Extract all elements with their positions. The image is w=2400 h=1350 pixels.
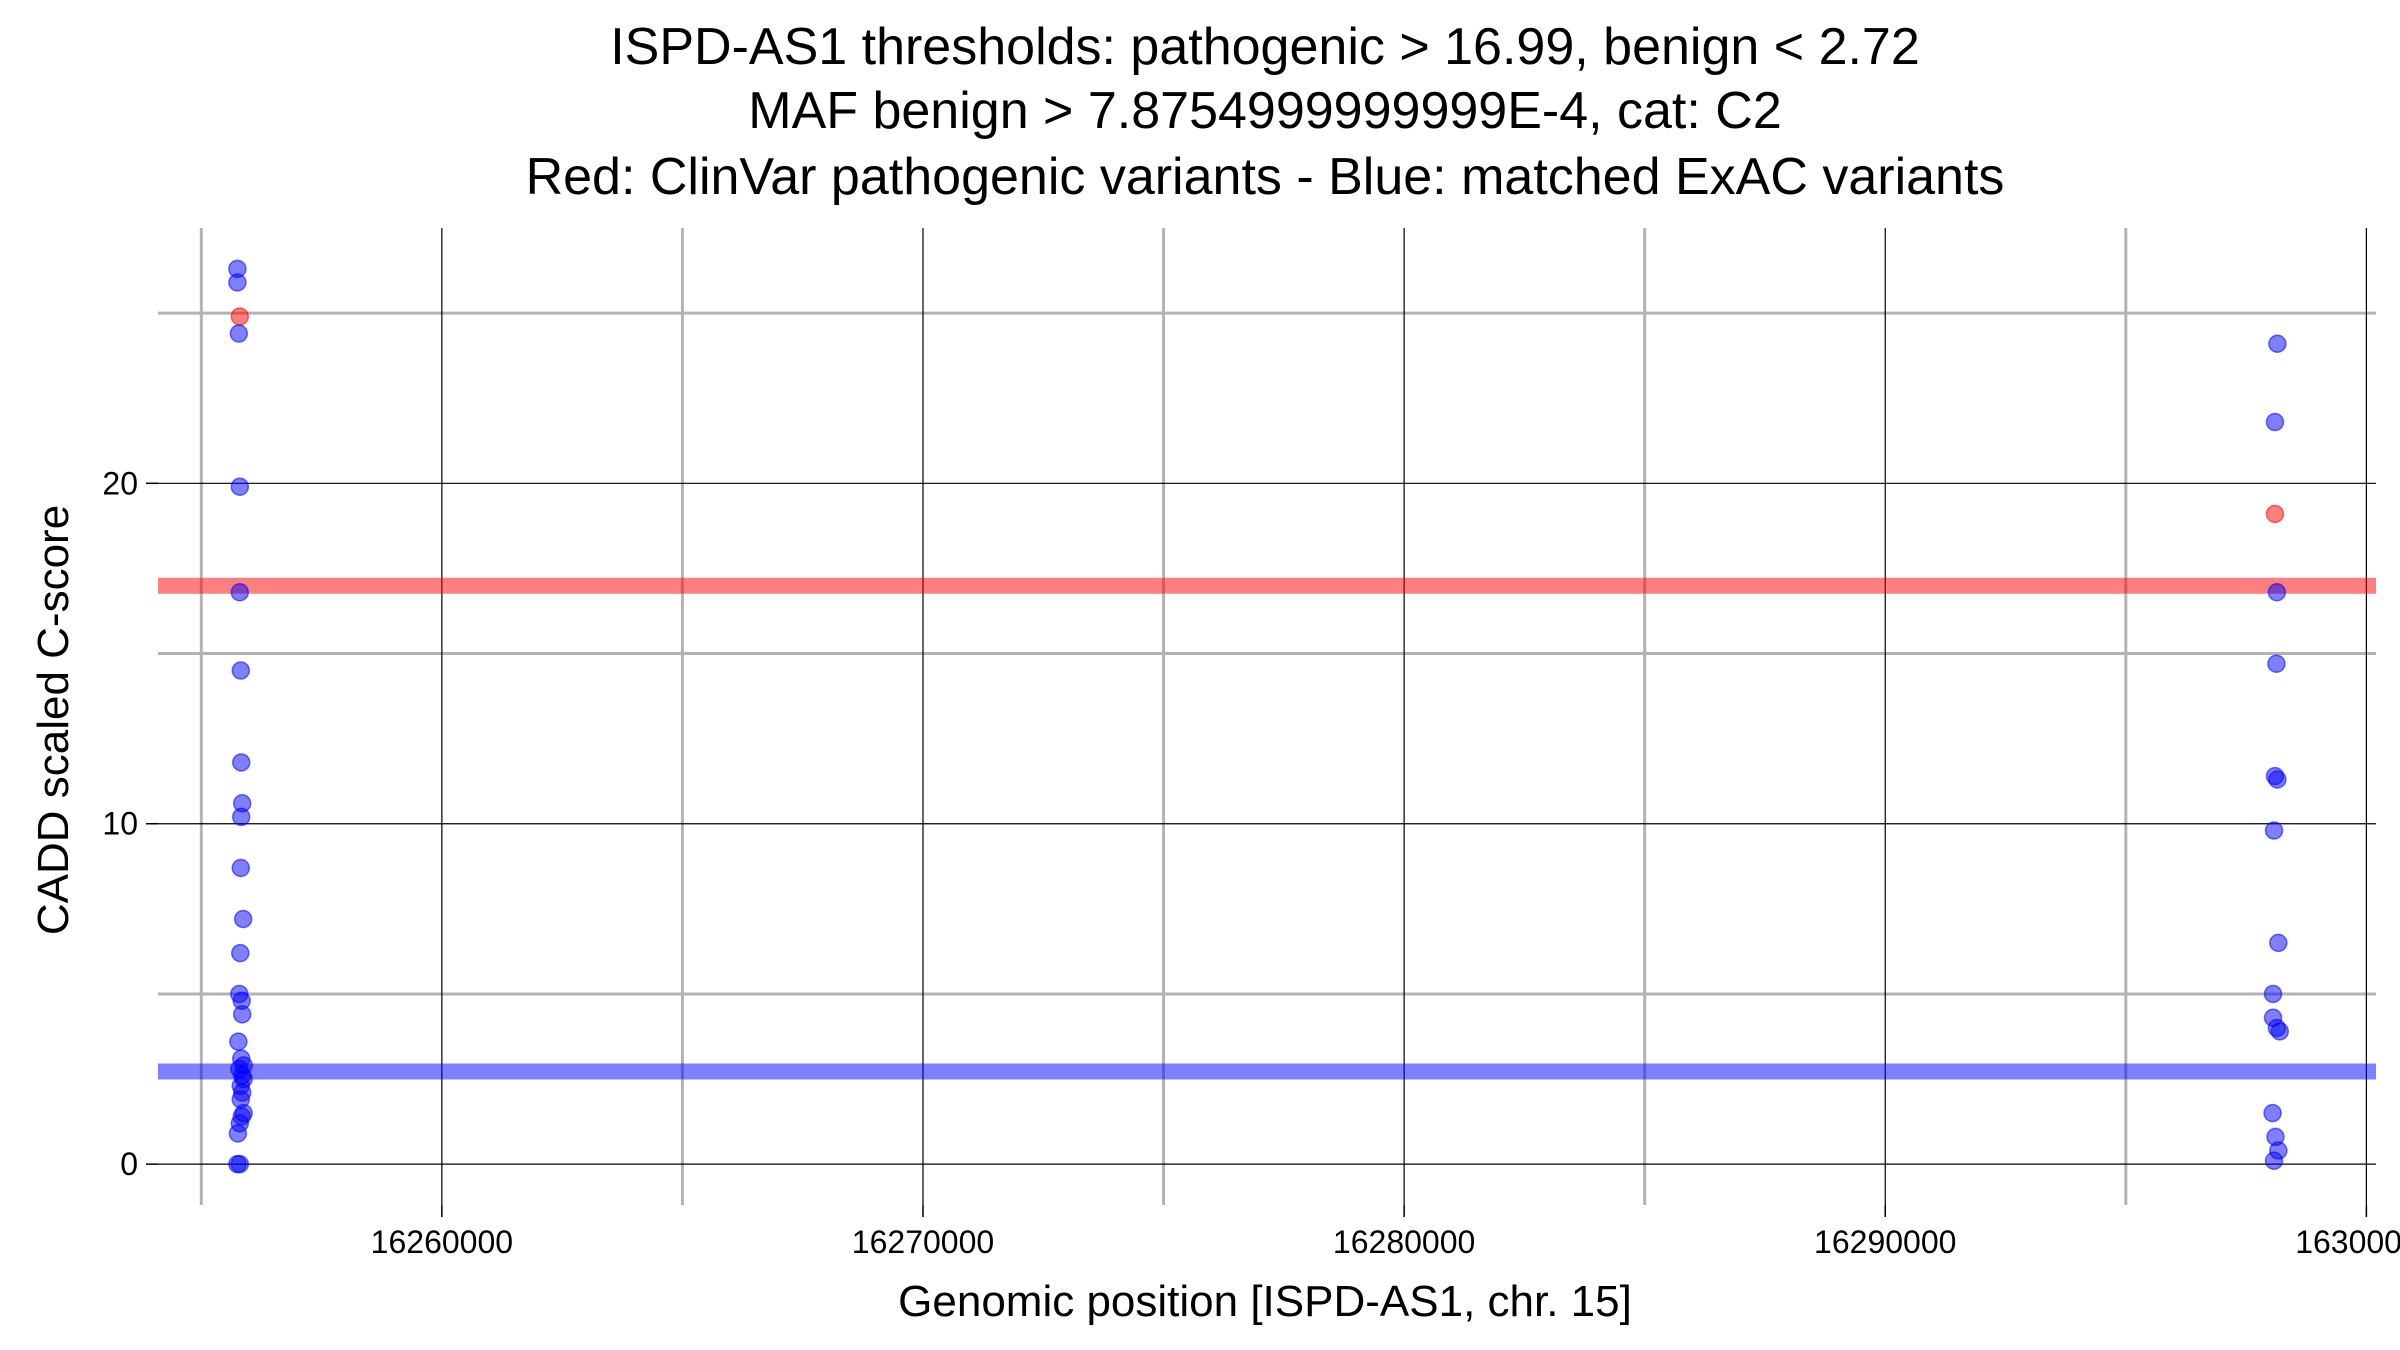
data-point xyxy=(230,477,250,496)
data-point xyxy=(2263,1103,2282,1123)
x-tick-label: 16260000 xyxy=(371,1224,513,1260)
data-point xyxy=(231,943,250,963)
data-point xyxy=(229,1032,248,1051)
data-point xyxy=(230,1154,250,1174)
data-point xyxy=(231,753,251,772)
y-tick-label: 10 xyxy=(102,806,138,842)
data-points xyxy=(228,259,2290,1174)
threshold-lines xyxy=(158,577,2376,1080)
x-tick-label: 16290000 xyxy=(1814,1224,1956,1260)
x-axis-title: Genomic position [ISPD-AS1, chr. 15] xyxy=(898,1277,1632,1326)
data-point xyxy=(2269,933,2288,953)
data-point xyxy=(231,858,251,878)
data-point xyxy=(2265,412,2285,432)
chart-title: ISPD-AS1 thresholds: pathogenic > 16.99,… xyxy=(526,18,2005,206)
data-point xyxy=(232,1005,252,1024)
y-tick-label: 0 xyxy=(120,1146,138,1182)
data-point xyxy=(2265,504,2285,524)
y-axis-title: CADD scaled C-score xyxy=(29,505,78,935)
x-tick-label: 16280000 xyxy=(1333,1224,1475,1260)
chart-title-line-2: MAF benign > 7.8754999999999E-4, cat: C2 xyxy=(748,82,1782,140)
x-tick-label: 16300000 xyxy=(2295,1224,2400,1260)
chart-title-line-3: Red: ClinVar pathogenic variants - Blue:… xyxy=(526,148,2005,206)
grid xyxy=(158,228,2376,1205)
data-point xyxy=(228,273,247,292)
chart-title-line-1: ISPD-AS1 thresholds: pathogenic > 16.99,… xyxy=(610,18,1920,76)
axes: 16260000 16270000 16280000 16290000 16300000… xyxy=(102,465,2400,1260)
data-point xyxy=(2267,582,2287,602)
data-point xyxy=(229,324,249,343)
x-tick-label: 16270000 xyxy=(852,1224,994,1260)
data-point xyxy=(2263,984,2283,1004)
data-point xyxy=(230,582,250,602)
data-point xyxy=(230,307,250,326)
data-point xyxy=(231,661,251,680)
data-point xyxy=(2268,770,2287,789)
data-point xyxy=(2264,1151,2284,1170)
data-point xyxy=(228,1124,248,1143)
data-point xyxy=(2267,654,2286,673)
data-point xyxy=(2268,334,2287,353)
data-point xyxy=(2264,821,2284,840)
y-tick-label: 20 xyxy=(102,465,138,501)
data-point xyxy=(233,909,253,929)
data-point xyxy=(231,807,251,827)
data-point xyxy=(2270,1022,2290,1041)
